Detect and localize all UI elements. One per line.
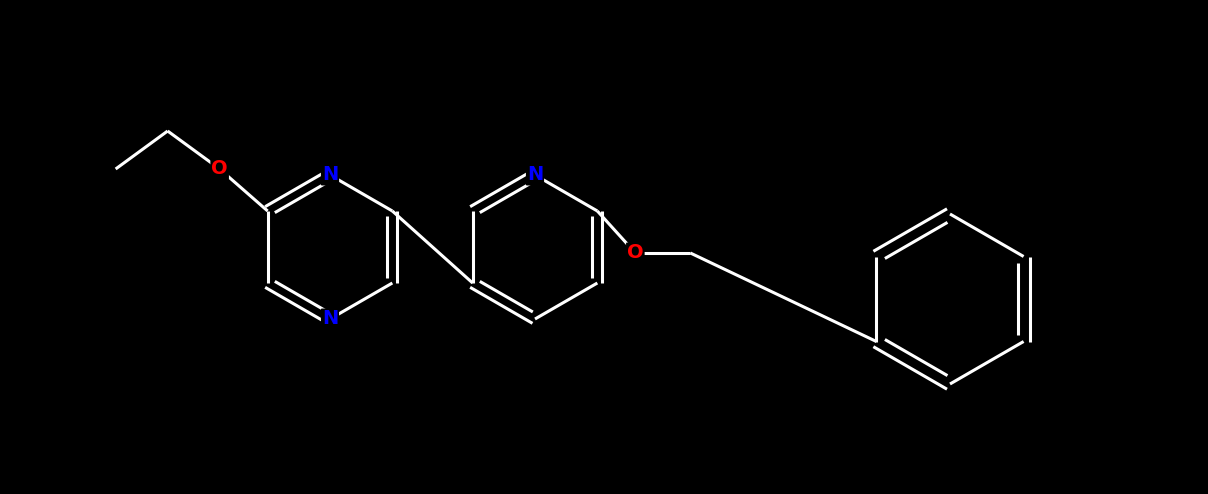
Text: N: N — [321, 310, 338, 329]
Text: O: O — [627, 244, 644, 262]
Text: N: N — [527, 165, 544, 184]
Text: N: N — [321, 165, 338, 184]
Text: O: O — [211, 160, 228, 178]
